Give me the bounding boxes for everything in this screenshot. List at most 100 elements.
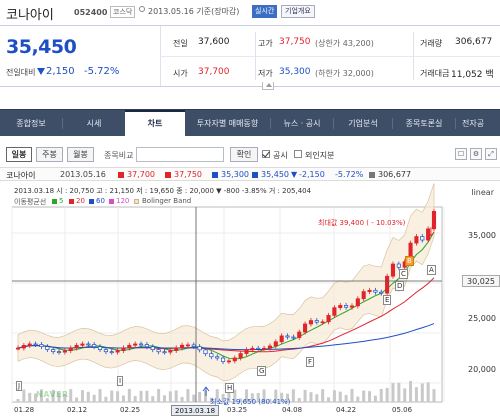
monthly-button[interactable]: 월봉 <box>67 147 94 162</box>
candle-body <box>390 263 396 277</box>
ma5-line <box>17 231 435 360</box>
amount-label: 거래대금 <box>420 69 450 78</box>
candle-body <box>45 346 50 350</box>
daily-button[interactable]: 일봉 <box>6 147 32 162</box>
volume-bar <box>121 395 125 402</box>
candle-body <box>262 347 267 350</box>
candle-body <box>320 321 325 324</box>
tab-price[interactable]: 시세 <box>86 119 102 128</box>
weekly-button[interactable]: 주봉 <box>36 147 63 162</box>
volume-bar <box>245 389 249 402</box>
candle-body <box>367 289 372 292</box>
price-chart[interactable]: 2013.03.18 시 : 20,750 고 : 21,150 저 : 19,… <box>0 183 500 419</box>
expand-icon[interactable]: ⤢ <box>485 148 497 160</box>
volume-bar <box>209 397 213 402</box>
down-arrow-icon <box>37 68 45 75</box>
current-price: 35,450 <box>6 36 77 58</box>
volume-bar <box>391 383 395 402</box>
amount-value: 11,052 백 <box>451 70 494 80</box>
marker-i: I <box>117 376 124 386</box>
tab-news[interactable]: 뉴스 · 공시 <box>283 119 321 128</box>
volume-bar <box>22 389 26 402</box>
volume-bar <box>385 387 389 402</box>
volume-bar <box>297 398 301 402</box>
volume-bar <box>409 381 413 402</box>
marker-j: J <box>16 381 23 391</box>
low-swatch <box>212 172 218 178</box>
volume-bar <box>362 390 366 402</box>
x-tick-label: 03.25 <box>227 406 248 414</box>
volume-bar <box>192 394 196 402</box>
candle-body <box>185 344 190 347</box>
chart-canvas[interactable] <box>0 183 500 419</box>
candle-body <box>250 347 255 351</box>
x-tick-label: 02.25 <box>120 406 141 414</box>
volume-bar <box>80 390 84 402</box>
candle-body <box>238 353 243 359</box>
volume-swatch <box>369 172 375 178</box>
candle-body <box>355 298 360 307</box>
x-tick-label: 02.12 <box>67 406 88 414</box>
tab-investor[interactable]: 투자자별 매매동향 <box>196 119 259 128</box>
naver-watermark: NAVER <box>36 390 69 399</box>
volume-bar <box>221 393 225 402</box>
volume-bar <box>92 394 96 402</box>
candle-body <box>338 305 343 309</box>
volume-bar <box>86 391 90 402</box>
x-cursor-label: 2013.03.18 <box>171 405 220 416</box>
low-value: 35,300 <box>279 67 311 77</box>
volume-bar <box>139 390 143 402</box>
candle-body <box>373 289 378 293</box>
foreign-checkbox[interactable] <box>294 150 302 158</box>
marker-e: E <box>383 295 392 305</box>
candle-body <box>80 343 85 346</box>
volume-bar <box>286 393 290 402</box>
x-tick-label: 04.22 <box>336 406 357 414</box>
volume-bar <box>379 389 383 402</box>
info-high: 37,750 <box>174 170 202 179</box>
candle-body <box>150 346 155 350</box>
candle-body <box>144 344 149 348</box>
high-value: 37,750 <box>279 37 311 47</box>
volume-bar <box>57 392 61 402</box>
compare-input[interactable] <box>136 147 224 162</box>
candle-body <box>39 344 44 348</box>
volume-bar <box>397 382 401 402</box>
x-tick-label: 04.08 <box>282 406 303 414</box>
volume-bar <box>198 391 202 402</box>
volume-bar <box>309 392 313 402</box>
volume-bar <box>274 389 278 402</box>
tab-discussion[interactable]: 종목토론실 <box>405 119 443 128</box>
realtime-button[interactable]: 실시간 <box>252 5 278 18</box>
volume-bar <box>350 389 354 402</box>
candle-body <box>297 331 302 338</box>
tab-analysis[interactable]: 기업분석 <box>348 119 378 128</box>
candle-body <box>215 356 220 359</box>
company-overview-button[interactable]: 기업개요 <box>281 5 315 18</box>
candle-body <box>109 351 114 354</box>
tab-chart[interactable]: 차트 <box>125 110 185 137</box>
tab-electronic-disclosure[interactable]: 전자공 <box>462 119 485 128</box>
volume-bar <box>110 390 114 402</box>
min-arrow <box>202 386 210 396</box>
legend-ma5-swatch <box>52 199 57 204</box>
open-swatch <box>118 172 124 178</box>
volume-bar <box>63 394 67 402</box>
checkbox-tool-icon[interactable]: ☐ <box>455 148 467 160</box>
tab-summary[interactable]: 종합정보 <box>16 119 46 128</box>
volume-bar <box>332 390 336 402</box>
collapse-toggle[interactable] <box>262 82 274 90</box>
volume-bar <box>104 396 108 402</box>
marker-c: C <box>399 269 408 279</box>
divider <box>255 32 256 80</box>
disclosure-checkbox[interactable] <box>262 150 270 158</box>
settings-icon[interactable]: ⚙ <box>470 148 482 160</box>
volume-bar <box>291 389 295 402</box>
min-annotation: 최소값 19,650 (80.41%) <box>210 398 291 406</box>
stock-name: 코나아이 <box>6 8 54 23</box>
volume-bar <box>327 397 331 402</box>
marker-f: F <box>306 357 315 367</box>
high-swatch <box>165 172 171 178</box>
confirm-button[interactable]: 확인 <box>230 147 258 162</box>
max-annotation: 최대값 39,400 ( - 10.03%) <box>318 219 406 227</box>
